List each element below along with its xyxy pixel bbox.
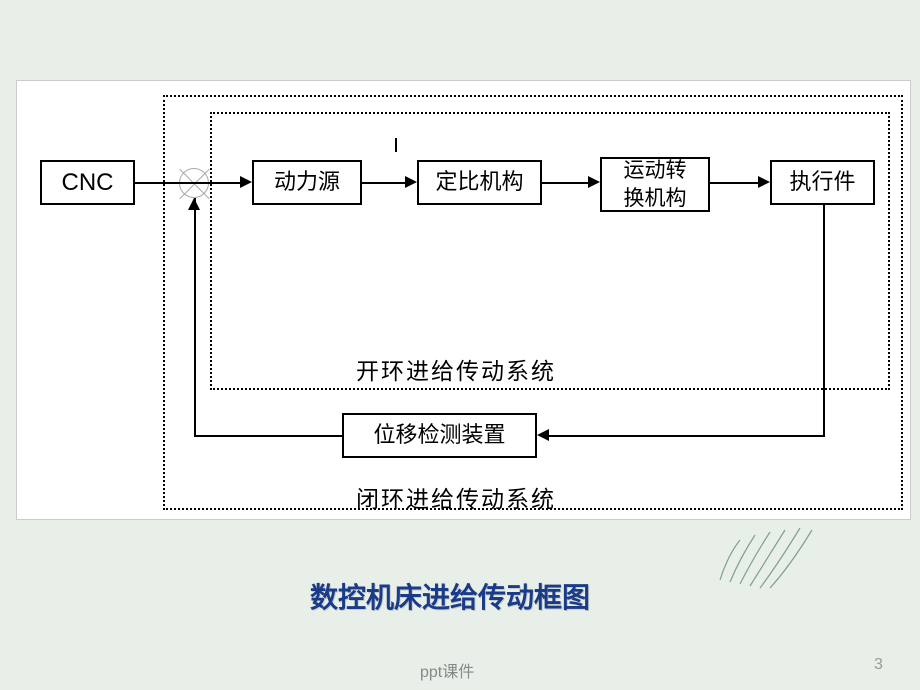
node-actuator-label: 执行件 (789, 168, 855, 197)
node-cnc: CNC (40, 160, 135, 205)
fb-up (194, 198, 196, 437)
node-sensor: 位移检测装置 (342, 413, 537, 458)
node-ratio: 定比机构 (417, 160, 542, 205)
arrow-3-line (542, 182, 588, 184)
node-sensor-label: 位移检测装置 (373, 421, 505, 450)
arrow-4-head (758, 176, 770, 188)
open-loop-label: 开环进给传动系统 (356, 352, 556, 386)
diagram-title: 数控机床进给传动框图 (310, 576, 590, 616)
node-convert-label: 运动转 换机构 (624, 157, 687, 212)
node-convert: 运动转 换机构 (600, 157, 710, 212)
tick-mark (395, 138, 397, 152)
footer-text: ppt课件 (420, 658, 474, 682)
node-power-label: 动力源 (274, 168, 340, 197)
arrow-1-head (240, 176, 252, 188)
arrow-3-head (588, 176, 600, 188)
arrow-4-line (710, 182, 758, 184)
open-loop-boundary (210, 112, 890, 390)
arrow-2-line (362, 182, 405, 184)
arrow-1-line (135, 182, 240, 184)
decorative-squiggle (700, 510, 820, 590)
fb-up-head (188, 198, 200, 210)
fb-h2 (194, 435, 342, 437)
page-number: 3 (874, 656, 883, 674)
fb-drop (823, 205, 825, 435)
node-actuator: 执行件 (770, 160, 875, 205)
arrow-2-head (405, 176, 417, 188)
fb-h1-head (537, 429, 549, 441)
node-power: 动力源 (252, 160, 362, 205)
fb-h1 (549, 435, 825, 437)
closed-loop-label: 闭环进给传动系统 (356, 480, 556, 514)
node-ratio-label: 定比机构 (435, 168, 523, 197)
node-cnc-label: CNC (62, 167, 114, 198)
